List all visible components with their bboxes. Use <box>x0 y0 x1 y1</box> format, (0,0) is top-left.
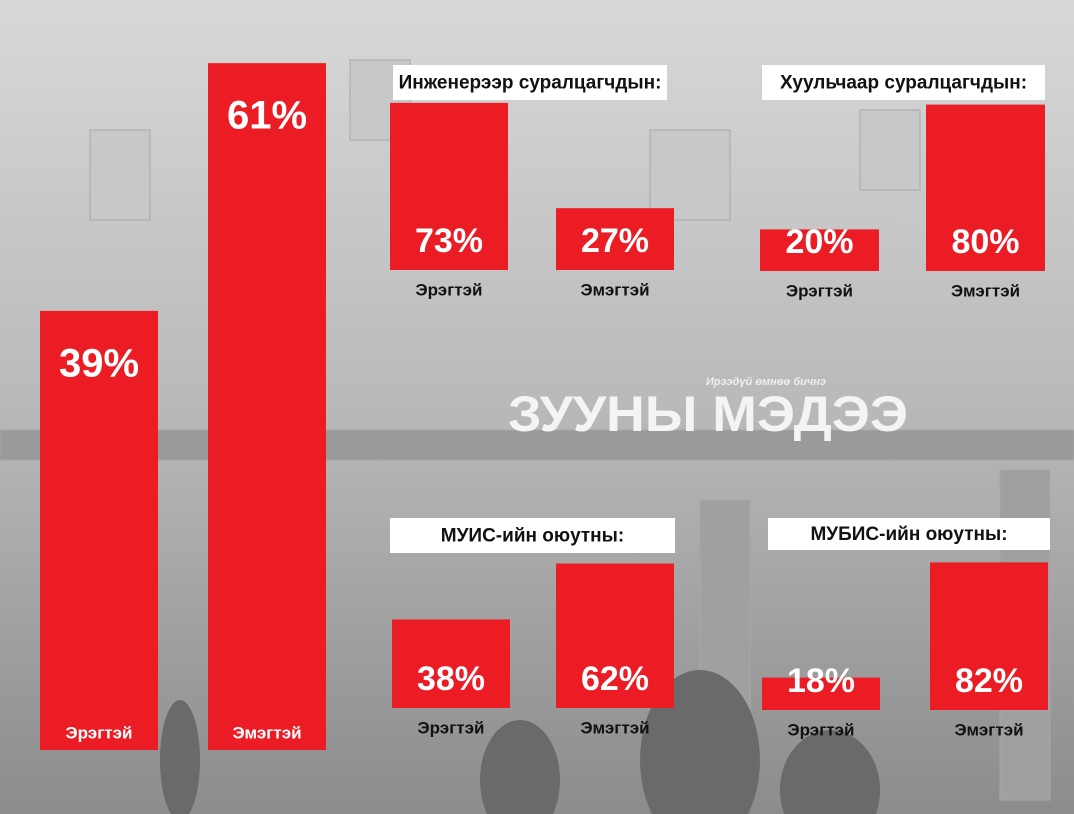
category-label: Эрэгтэй <box>418 718 485 737</box>
value-label: 80% <box>951 223 1019 261</box>
category-label: Эрэгтэй <box>788 720 855 739</box>
chart-title: Инженерээр суралцагчдын: <box>399 73 662 94</box>
bar <box>762 677 880 710</box>
value-label: 73% <box>415 222 483 260</box>
chart-title: МУБИС-ийн оюутны: <box>810 524 1007 545</box>
value-label: 61% <box>227 94 307 138</box>
value-label: 20% <box>785 223 853 261</box>
category-label: Эмэгтэй <box>232 723 301 742</box>
watermark-title: ЗУУНЫ МЭДЭЭ <box>508 386 908 442</box>
category-label: Эрэгтэй <box>416 280 483 299</box>
title-box <box>390 518 675 553</box>
category-label: Эрэгтэй <box>66 723 133 742</box>
bar <box>760 229 879 271</box>
bar <box>390 102 508 270</box>
bar <box>208 63 326 750</box>
title-box <box>393 65 667 100</box>
value-label: 18% <box>787 662 855 700</box>
bar <box>556 208 674 270</box>
category-label: Эмэгтэй <box>580 280 649 299</box>
watermark-tagline: Ирээдүй өмнөө бичнэ <box>706 376 826 388</box>
chart-title: МУИС-ийн оюутны: <box>441 526 624 547</box>
bar <box>930 562 1048 710</box>
category-label: Эрэгтэй <box>786 281 853 300</box>
bar <box>392 619 510 708</box>
category-label: Эмэгтэй <box>954 720 1023 739</box>
value-label: 38% <box>417 660 485 698</box>
value-label: 82% <box>955 662 1023 700</box>
value-label: 27% <box>581 222 649 260</box>
title-box <box>762 65 1045 100</box>
category-label: Эмэгтэй <box>580 718 649 737</box>
value-label: 39% <box>59 341 139 385</box>
bar <box>40 310 158 750</box>
bar <box>556 563 674 708</box>
value-label: 62% <box>581 660 649 698</box>
title-box <box>768 518 1050 550</box>
category-label: Эмэгтэй <box>951 281 1020 300</box>
chart-title: Хуульчаар суралцагчдын: <box>780 73 1027 94</box>
bar <box>926 104 1045 271</box>
